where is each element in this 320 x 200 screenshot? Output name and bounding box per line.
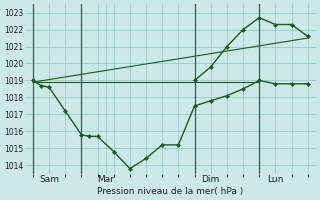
X-axis label: Pression niveau de la mer( hPa ): Pression niveau de la mer( hPa ) — [97, 187, 244, 196]
